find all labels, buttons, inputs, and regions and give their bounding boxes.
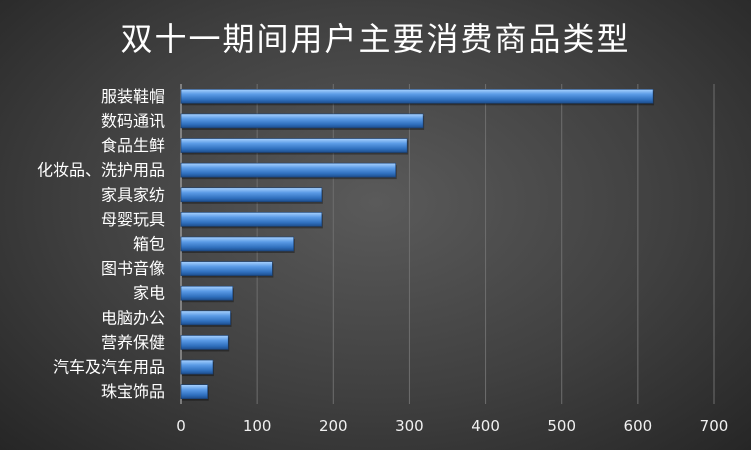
category-label: 珠宝饰品 <box>101 382 165 401</box>
bar <box>180 113 424 129</box>
x-tick-label: 700 <box>700 417 729 435</box>
x-tick-label: 200 <box>319 417 348 435</box>
bar <box>180 89 654 104</box>
chart-title: 双十一期间用户主要消费商品类型 <box>120 20 630 58</box>
bar <box>180 359 214 375</box>
x-tick-label: 300 <box>395 417 424 435</box>
bar <box>180 138 408 153</box>
bar <box>180 162 397 178</box>
category-label: 数码通讯 <box>101 111 165 130</box>
category-label: 汽车及汽车用品 <box>53 358 165 377</box>
bar <box>180 212 323 227</box>
category-label: 电脑办公 <box>101 308 165 327</box>
x-tick-label: 600 <box>624 417 653 435</box>
category-label: 化妆品、洗护用品 <box>37 161 165 180</box>
category-label: 服装鞋帽 <box>101 87 165 106</box>
category-label: 箱包 <box>133 235 165 254</box>
bar <box>180 261 273 276</box>
bar <box>180 384 208 399</box>
category-label: 母婴玩具 <box>101 210 165 229</box>
bars <box>180 89 655 401</box>
bar <box>180 310 231 326</box>
category-label: 家具家纺 <box>101 185 165 204</box>
bar <box>180 236 294 252</box>
category-labels: 服装鞋帽数码通讯食品生鲜化妆品、洗护用品家具家纺母婴玩具箱包图书音像家电电脑办公… <box>37 87 165 401</box>
category-label: 食品生鲜 <box>101 136 165 155</box>
bar <box>180 285 234 301</box>
bar <box>180 335 229 350</box>
bar <box>180 187 323 203</box>
x-tick-label: 100 <box>243 417 272 435</box>
x-tick-label: 0 <box>176 417 186 435</box>
x-tick-label: 500 <box>547 417 576 435</box>
category-label: 营养保健 <box>101 333 165 352</box>
x-tick-label: 400 <box>471 417 500 435</box>
x-tick-labels: 0 100 200 300 400 500 600 700 <box>176 417 728 435</box>
category-label: 图书音像 <box>101 259 165 278</box>
category-label: 家电 <box>133 284 165 303</box>
grid-lines <box>256 84 715 404</box>
